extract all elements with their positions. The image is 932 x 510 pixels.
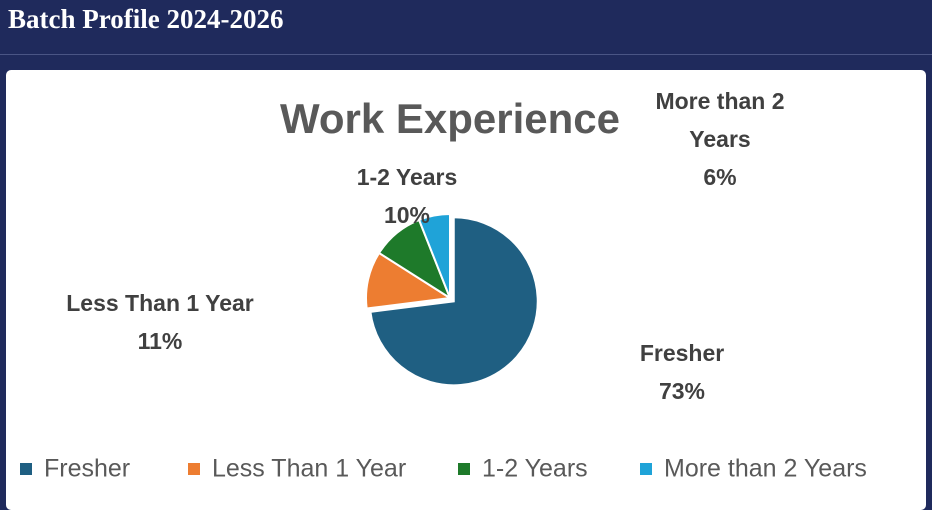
data-label-value: 10% (383, 202, 431, 228)
chart-panel: Work Experience Fresher Less Than 1 Year 1… (6, 70, 926, 510)
data-label: More than 2 Years 6% (633, 82, 808, 196)
legend-label: Fresher (44, 455, 130, 483)
legend-label: Less Than 1 Year (212, 455, 406, 483)
data-label-category: Fresher (639, 340, 725, 366)
header-title: Batch Profile 2024-2026 (8, 4, 284, 34)
legend-swatch (640, 463, 652, 475)
data-label-value: 6% (703, 164, 737, 190)
data-label-value: 73% (658, 378, 706, 404)
data-label-category: More than 2 Years (655, 88, 785, 152)
data-label: Less Than 1 Year 11% (30, 284, 290, 360)
legend-label: More than 2 Years (664, 455, 867, 483)
data-label: 1-2 Years 10% (307, 158, 507, 234)
chart-title: Work Experience (280, 95, 620, 142)
pie-slice (369, 216, 539, 387)
legend-swatch (458, 463, 470, 475)
data-label-category: Less Than 1 Year (66, 290, 254, 316)
data-label-value: 11% (137, 328, 183, 354)
legend-swatch (20, 463, 32, 475)
header: Batch Profile 2024-2026 (0, 0, 932, 55)
legend-swatch (188, 463, 200, 475)
pie-slice (417, 212, 451, 299)
data-label-category: 1-2 Years (356, 164, 458, 190)
legend-label: 1-2 Years (482, 455, 588, 483)
data-label: Fresher 73% (582, 334, 782, 410)
chart: Work Experience Fresher Less Than 1 Year 1… (20, 95, 867, 483)
